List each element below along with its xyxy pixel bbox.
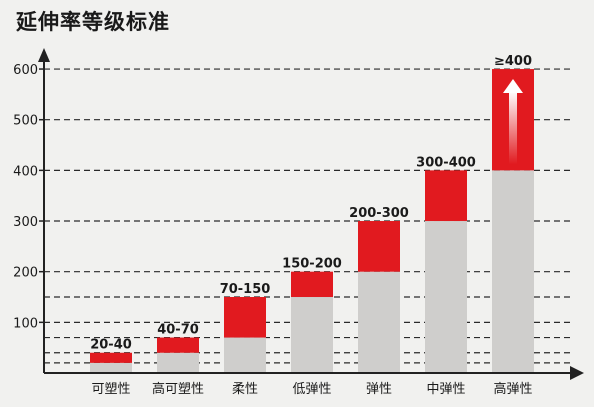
y-tick-label: 300 [13, 215, 38, 230]
y-tick-label: 400 [13, 164, 38, 179]
bar-base [425, 221, 467, 373]
bar-top [224, 297, 266, 338]
range-label: ≥400 [494, 54, 532, 69]
bar-top [90, 352, 132, 363]
bar-base [492, 170, 534, 373]
category-label: 高可塑性 [152, 381, 204, 397]
category-label: 中弹性 [426, 382, 465, 397]
category-label: 低弹性 [292, 382, 331, 397]
up-arrow-icon [503, 79, 523, 94]
bar-top [291, 271, 333, 298]
category-label: 高弹性 [493, 381, 532, 397]
bar-base [291, 297, 333, 373]
range-label: 200-300 [349, 206, 409, 221]
category-label: 可塑性 [91, 382, 130, 397]
bar-base [157, 352, 199, 373]
range-label: 70-150 [220, 282, 271, 297]
x-axis-arrow-icon [570, 366, 584, 380]
range-label: 300-400 [416, 155, 476, 170]
bar-base [90, 362, 132, 373]
chart-title: 延伸率等级标准 [16, 10, 170, 34]
bar-top [425, 170, 467, 222]
category-label: 弹性 [366, 382, 392, 397]
range-label: 150-200 [282, 257, 342, 272]
y-axis-arrow-icon [38, 48, 50, 62]
y-tick-label: 500 [13, 114, 38, 129]
range-label: 40-70 [157, 323, 199, 338]
y-tick-label: 100 [13, 316, 38, 331]
category-label: 柔性 [232, 382, 258, 397]
y-tick-label: 200 [13, 266, 38, 281]
bar-top [358, 221, 400, 272]
y-tick-label: 600 [13, 63, 38, 78]
arrow-shaft [509, 91, 517, 165]
range-label: 20-40 [90, 338, 132, 353]
bar-base [358, 271, 400, 373]
bar-base [224, 337, 266, 373]
bar-top [157, 337, 199, 353]
